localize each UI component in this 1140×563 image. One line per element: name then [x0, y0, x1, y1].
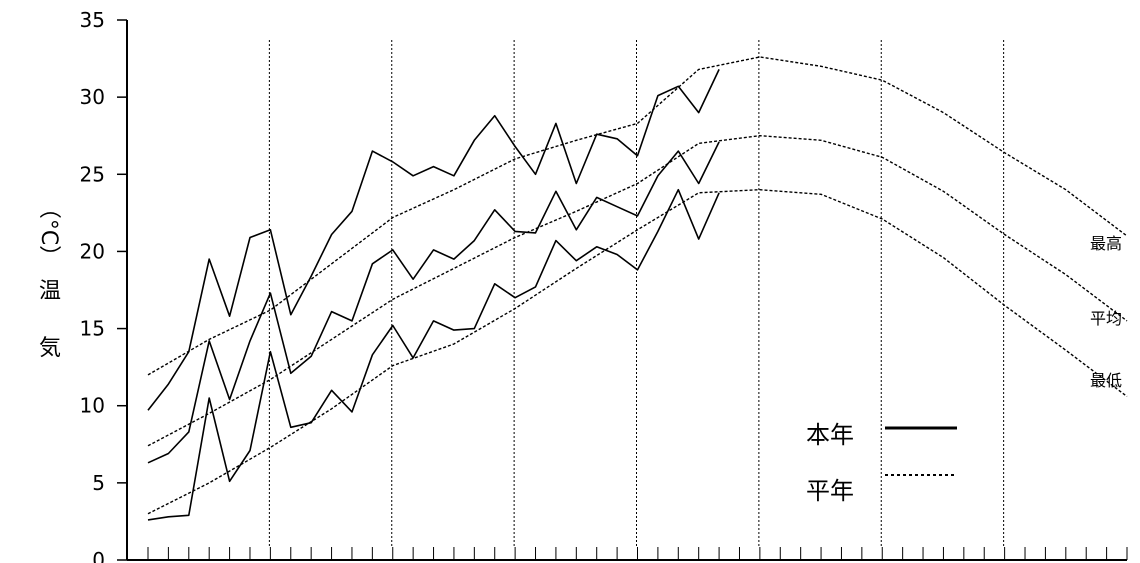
y-axis-ticks: 0 5 10 15 20 25 30 35: [80, 8, 127, 563]
series-label-max: 最高: [1090, 234, 1122, 253]
y-axis-label-char-2: 温: [39, 279, 61, 304]
y-tick-label: 15: [80, 317, 105, 341]
this-year-平均-line: [147, 141, 720, 464]
x-axis-ticks: [147, 547, 1128, 560]
y-axis-label-unit: （°C）: [36, 197, 61, 267]
legend-label-this-year: 本年: [806, 421, 854, 449]
normal-year-最高-line: [147, 56, 1128, 376]
y-tick-label: 30: [80, 85, 105, 109]
y-tick-label: 0: [92, 548, 105, 563]
vertical-grid: [268, 40, 1005, 547]
series-label-avg: 平均: [1090, 309, 1122, 328]
series-label-min: 最低: [1090, 371, 1122, 390]
y-axis-label-char-1: 気: [39, 336, 61, 361]
series-lines: [147, 56, 1128, 521]
legend-label-normal-year: 平年: [806, 477, 854, 505]
series-labels: 最高 平均 最低: [1090, 234, 1122, 390]
y-tick-label: 10: [80, 394, 105, 418]
normal-year-最低-line: [147, 188, 1128, 515]
y-tick-label: 20: [80, 239, 105, 263]
y-axis-label: 気 温 （°C）: [36, 197, 61, 361]
this-year-最高-line: [147, 69, 720, 411]
y-tick-label: 5: [92, 471, 105, 495]
normal-year-平均-line: [147, 134, 1128, 447]
legend: 本年 平年: [806, 421, 957, 505]
y-tick-label: 35: [80, 8, 105, 32]
y-tick-label: 25: [80, 162, 105, 186]
axes: [126, 20, 1127, 561]
this-year-最低-line: [147, 188, 720, 521]
